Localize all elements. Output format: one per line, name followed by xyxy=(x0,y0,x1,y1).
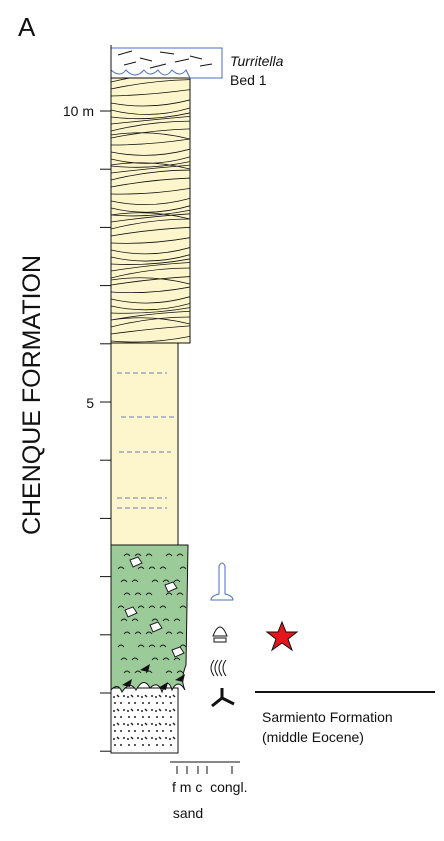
scale-ticks xyxy=(100,111,111,751)
formation-label: CHENQUE FORMATION xyxy=(18,255,46,535)
panel-label: A xyxy=(18,12,36,42)
scale-label: 5 xyxy=(86,395,94,411)
star-marker xyxy=(267,622,297,650)
base-age: (middle Eocene) xyxy=(262,729,364,745)
sarmiento-pattern xyxy=(113,690,176,751)
bivalve-icon xyxy=(213,627,227,642)
bed-name: Turritella xyxy=(230,53,284,69)
bed-label: Bed 1 xyxy=(230,72,267,88)
ammonite-icon xyxy=(211,660,226,676)
stratigraphic-column: A 10 m 5 CHENQUE FORMATION Turritella Be… xyxy=(0,0,444,836)
base-name: Sarmiento Formation xyxy=(262,709,393,725)
tube-icon xyxy=(211,563,233,600)
scale-label: 10 m xyxy=(63,103,94,119)
grain-size-classes: f m c congl. xyxy=(172,779,247,795)
grain-size-scale xyxy=(170,762,240,774)
grain-size-group: sand xyxy=(173,805,203,821)
trace-fossil-icon xyxy=(212,688,234,706)
